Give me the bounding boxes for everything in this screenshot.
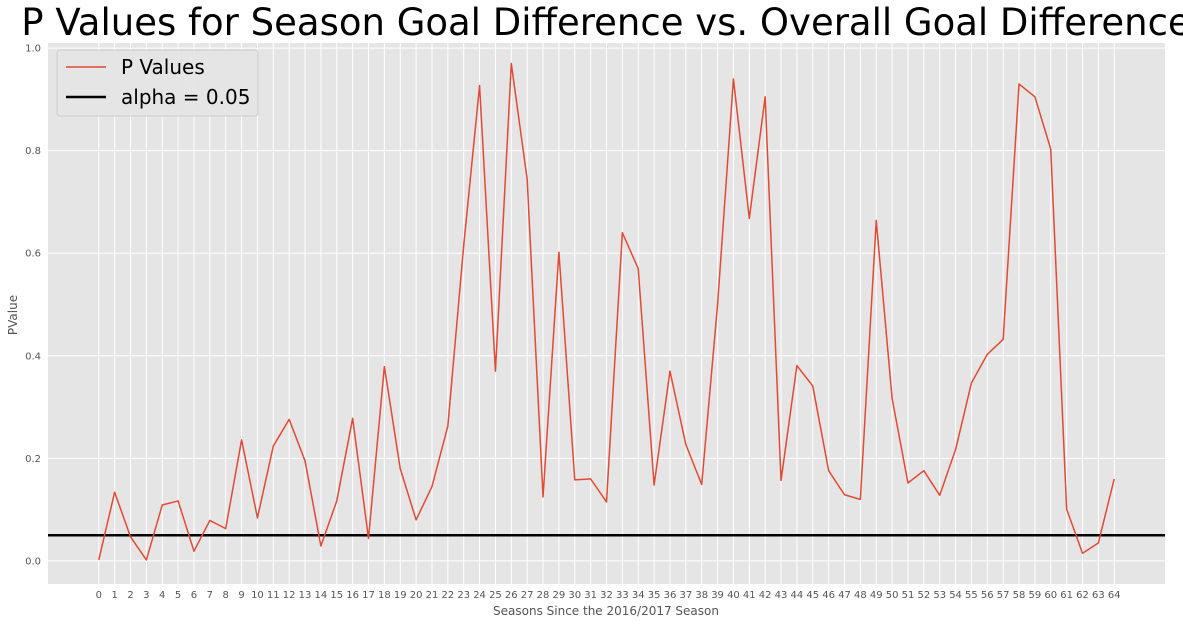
x-tick-label: 54 <box>949 590 962 601</box>
series-layer <box>98 62 1115 561</box>
x-tick-label: 23 <box>457 590 470 601</box>
x-tick-label: 0 <box>96 590 102 601</box>
x-tick-label: 5 <box>175 590 181 601</box>
y-tick-label: 0.8 <box>25 146 41 157</box>
x-tick-label: 32 <box>600 590 613 601</box>
x-tick-label: 18 <box>378 590 391 601</box>
x-tick-label: 20 <box>410 590 423 601</box>
x-tick-label: 13 <box>299 590 312 601</box>
x-tick-label: 47 <box>838 590 851 601</box>
x-tick-label: 56 <box>981 590 994 601</box>
x-tick-label: 38 <box>695 590 708 601</box>
x-tick-label: 31 <box>584 590 597 601</box>
x-tick-label: 59 <box>1029 590 1042 601</box>
y-tick-labels: 0.0 0.2 0.4 0.6 0.8 1.0 <box>25 44 41 568</box>
y-axis-label: PValue <box>6 295 20 335</box>
x-tick-label: 39 <box>711 590 724 601</box>
x-tick-label: 10 <box>251 590 264 601</box>
x-tick-label: 11 <box>267 590 280 601</box>
x-tick-label: 6 <box>191 590 197 601</box>
x-tick-label: 64 <box>1108 590 1121 601</box>
x-tick-label: 61 <box>1060 590 1073 601</box>
x-tick-label: 35 <box>648 590 661 601</box>
x-tick-label: 9 <box>238 590 244 601</box>
x-tick-label: 40 <box>727 590 740 601</box>
x-tick-label: 45 <box>806 590 819 601</box>
chart-title: P Values for Season Goal Difference vs. … <box>21 1 1183 44</box>
y-tick-label: 1.0 <box>25 44 41 55</box>
x-tick-label: 58 <box>1013 590 1026 601</box>
x-tick-label: 60 <box>1044 590 1057 601</box>
x-tick-label: 28 <box>537 590 550 601</box>
x-tick-labels: 0 1 2 3 4 5 6 7 8 9 10 11 12 13 14 15 16 17 18 19 20 21 22 23 24… <box>96 590 1121 601</box>
x-tick-label: 44 <box>791 590 804 601</box>
grid <box>48 43 1165 584</box>
legend: P Values alpha = 0.05 <box>56 49 259 117</box>
x-tick-label: 21 <box>426 590 439 601</box>
x-tick-label: 46 <box>822 590 835 601</box>
x-tick-label: 51 <box>902 590 915 601</box>
x-tick-label: 52 <box>917 590 930 601</box>
x-tick-label: 8 <box>223 590 229 601</box>
x-tick-label: 42 <box>759 590 772 601</box>
x-tick-label: 63 <box>1092 590 1105 601</box>
x-tick-label: 33 <box>616 590 629 601</box>
y-tick-label: 0.2 <box>25 454 41 465</box>
x-tick-label: 48 <box>854 590 867 601</box>
x-tick-label: 24 <box>473 590 486 601</box>
x-tick-label: 4 <box>159 590 165 601</box>
x-tick-label: 34 <box>632 590 645 601</box>
x-tick-label: 26 <box>505 590 518 601</box>
x-tick-label: 12 <box>283 590 296 601</box>
legend-series-label: P Values <box>121 55 205 79</box>
x-tick-label: 25 <box>489 590 502 601</box>
x-tick-label: 27 <box>521 590 534 601</box>
x-tick-label: 55 <box>965 590 978 601</box>
x-tick-label: 1 <box>111 590 117 601</box>
x-tick-label: 19 <box>394 590 407 601</box>
x-tick-label: 29 <box>553 590 566 601</box>
x-tick-label: 3 <box>143 590 149 601</box>
x-tick-label: 17 <box>362 590 375 601</box>
legend-box <box>56 49 259 117</box>
x-tick-label: 41 <box>743 590 756 601</box>
x-axis-label: Seasons Since the 2016/2017 Season <box>493 604 719 618</box>
x-tick-label: 22 <box>441 590 454 601</box>
x-tick-label: 7 <box>207 590 213 601</box>
x-tick-label: 14 <box>315 590 328 601</box>
y-tick-label: 0.0 <box>25 556 41 567</box>
x-tick-label: 15 <box>330 590 343 601</box>
y-tick-label: 0.4 <box>25 351 41 362</box>
x-tick-label: 57 <box>997 590 1010 601</box>
x-tick-label: 50 <box>886 590 899 601</box>
x-tick-label: 37 <box>679 590 692 601</box>
x-tick-label: 62 <box>1076 590 1089 601</box>
x-tick-label: 53 <box>933 590 946 601</box>
y-tick-label: 0.6 <box>25 249 41 260</box>
legend-alpha-label: alpha = 0.05 <box>121 85 250 109</box>
x-tick-label: 49 <box>870 590 883 601</box>
x-tick-label: 43 <box>775 590 788 601</box>
x-tick-label: 36 <box>664 590 677 601</box>
x-tick-label: 16 <box>346 590 359 601</box>
x-tick-label: 30 <box>568 590 581 601</box>
x-tick-label: 2 <box>127 590 133 601</box>
